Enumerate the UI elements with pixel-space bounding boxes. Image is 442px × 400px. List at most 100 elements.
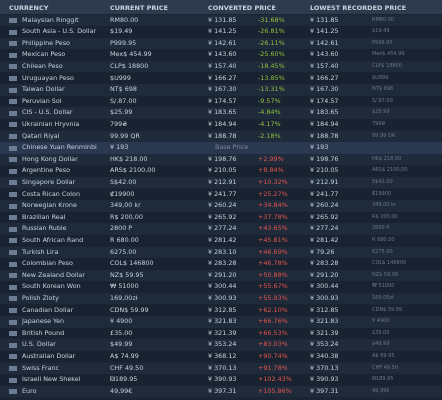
lowest-native-price: RM80.00 [372, 16, 395, 23]
price-difference: -2.18% [258, 131, 281, 140]
converted-price: ¥ 188.78 [208, 131, 237, 140]
flag-icon [9, 226, 17, 232]
lowest-price: ¥ 321.39 [310, 328, 339, 337]
lowest-native-price: 2800 P [372, 225, 390, 232]
flag-icon [9, 145, 17, 151]
flag-icon [9, 192, 17, 197]
price-difference: +66.76% [258, 317, 288, 326]
lowest-price: ¥ 277.24 [310, 224, 339, 233]
table-row: Taiwan Dollar NT$ 698 ¥ 167.30 -13.31% ¥ 167… [0, 84, 442, 96]
current-price: ¥ 193 [110, 143, 129, 152]
currency-name: Colombian Peso [22, 259, 73, 268]
table-row: CIS - U.S. Dollar $25.99 ¥ 183.65 -4.84% ¥ 1… [0, 107, 442, 119]
current-price: CDN$ 59.99 [110, 305, 149, 314]
flag-icon [9, 250, 17, 255]
flag-icon [9, 215, 17, 221]
lowest-price: ¥ 167.30 [310, 85, 339, 94]
price-difference: +105.86% [258, 386, 292, 395]
flag-icon [9, 377, 17, 383]
current-price: 6275.00 [110, 247, 137, 256]
currency-name: Qatari Riyal [22, 131, 60, 140]
flag-icon [9, 52, 17, 58]
price-difference: +50.88% [258, 270, 288, 279]
flag-icon [9, 29, 17, 35]
table-row: Euro 49,99€ ¥ 397.31 +105.86% ¥ 397.31 49,99€ [0, 385, 442, 398]
price-difference: -4.84% [258, 108, 281, 117]
lowest-native-price: 6275.00 [372, 248, 393, 255]
currency-name: Taiwan Dollar [22, 85, 65, 94]
current-price: NZ$ 59.95 [110, 270, 144, 279]
price-difference: -18.45% [258, 61, 285, 70]
column-header: CURRENCY [9, 4, 49, 12]
current-price: ¥ 4900 [110, 317, 133, 326]
currency-name: Malaysian Ringgit [22, 15, 79, 24]
flag-icon [9, 41, 17, 47]
currency-name: South Korean Won [22, 282, 81, 291]
lowest-native-price: $25.99 [372, 109, 390, 116]
price-difference: +55.67% [258, 282, 288, 291]
current-price: $25.99 [110, 108, 133, 117]
lowest-native-price: 799₴ [372, 120, 386, 127]
lowest-price: ¥ 157.40 [310, 61, 339, 70]
lowest-price: ¥ 131.85 [310, 15, 339, 24]
table-row: British Pound £35.00 ¥ 321.39 +66.53% ¥ 321.… [0, 327, 442, 340]
price-difference: +25.27% [258, 189, 288, 198]
currency-name: Japanese Yen [22, 317, 65, 326]
lowest-price: ¥ 397.31 [310, 386, 339, 395]
converted-price: ¥ 370.13 [208, 363, 237, 372]
lowest-native-price: S/.87.00 [372, 97, 393, 104]
lowest-native-price: CLP$ 18800 [372, 62, 402, 69]
lowest-price: ¥ 142.61 [310, 38, 339, 47]
currency-name: Polish Zloty [22, 293, 59, 302]
currency-name: Canadian Dollar [22, 305, 74, 314]
lowest-price: ¥ 79.26 [310, 247, 335, 256]
table-row: Peruvian Sol S/.87.00 ¥ 174.57 -9.57% ¥ 174.… [0, 95, 442, 108]
currency-name: South Asia - U.S. Dollar [22, 27, 97, 36]
converted-price: ¥ 212.91 [208, 177, 237, 186]
price-difference: +90.74% [258, 351, 288, 360]
converted-price: ¥ 142.61 [208, 38, 237, 47]
table-row: Ukrainian Hryvnia 799₴ ¥ 184.94 -4.17% ¥ 184… [0, 118, 442, 131]
currency-name: South African Rand [22, 235, 84, 244]
flag-icon [9, 238, 17, 244]
price-difference: +10.32% [258, 177, 288, 186]
current-price: 799₴ [110, 119, 128, 128]
table-row: Polish Zloty 169,00zł ¥ 300.93 +55.93% ¥ 300… [0, 292, 442, 305]
converted-price: ¥ 397.31 [208, 386, 237, 395]
converted-price: ¥ 281.42 [208, 235, 237, 244]
currency-name: Uruguayan Peso [22, 73, 74, 82]
table-row: South Korean Won ₩ 51000 ¥ 300.44 +55.67% ¥ … [0, 281, 442, 293]
table-row: Costa Rican Colon ₡19900 ¥ 241.77 +25.27% ¥ … [0, 188, 442, 201]
flag-icon [9, 87, 17, 93]
table-row: Russian Ruble 2800 P ¥ 277.24 +43.65% ¥ 277.… [0, 223, 442, 235]
lowest-price: ¥ 321.83 [310, 317, 339, 326]
lowest-price: ¥ 312.85 [310, 305, 339, 314]
price-difference: +66.53% [258, 328, 288, 337]
converted-price: ¥ 300.93 [208, 293, 237, 302]
lowest-price: ¥ 210.05 [310, 166, 339, 175]
currency-name: CIS - U.S. Dollar [22, 108, 73, 117]
price-difference: -25.60% [258, 50, 285, 59]
lowest-price: ¥ 260.24 [310, 201, 339, 210]
currency-name: Argentine Peso [22, 166, 71, 175]
flag-icon [9, 331, 17, 337]
flag-icon [9, 122, 17, 128]
converted-price: ¥ 291.20 [208, 270, 237, 279]
table-row: Uruguayan Peso $U999 ¥ 166.27 -13.85% ¥ 166.… [0, 72, 442, 85]
table-row: New Zealand Dollar NZ$ 59.95 ¥ 291.20 +50.8… [0, 269, 442, 282]
lowest-price: ¥ 300.44 [310, 282, 339, 291]
converted-price: ¥ 260.24 [208, 201, 237, 210]
converted-price: ¥ 131.85 [208, 15, 237, 24]
table-row: Mexican Peso Mex$ 454.99 ¥ 143.60 -25.60% ¥ … [0, 49, 442, 61]
currency-name: Euro [22, 386, 37, 395]
converted-price: ¥ 390.93 [208, 375, 237, 384]
converted-price: ¥ 184.94 [208, 119, 237, 128]
lowest-price: ¥ 241.77 [310, 189, 339, 198]
price-difference: -26.81% [258, 27, 285, 36]
lowest-native-price: A$ 69.95 [372, 352, 395, 359]
flag-icon [9, 76, 17, 81]
flag-icon [9, 180, 17, 186]
currency-name: Mexican Peso [22, 50, 66, 59]
current-price: R 680.00 [110, 235, 139, 244]
currency-name: Ukrainian Hryvnia [22, 119, 80, 128]
